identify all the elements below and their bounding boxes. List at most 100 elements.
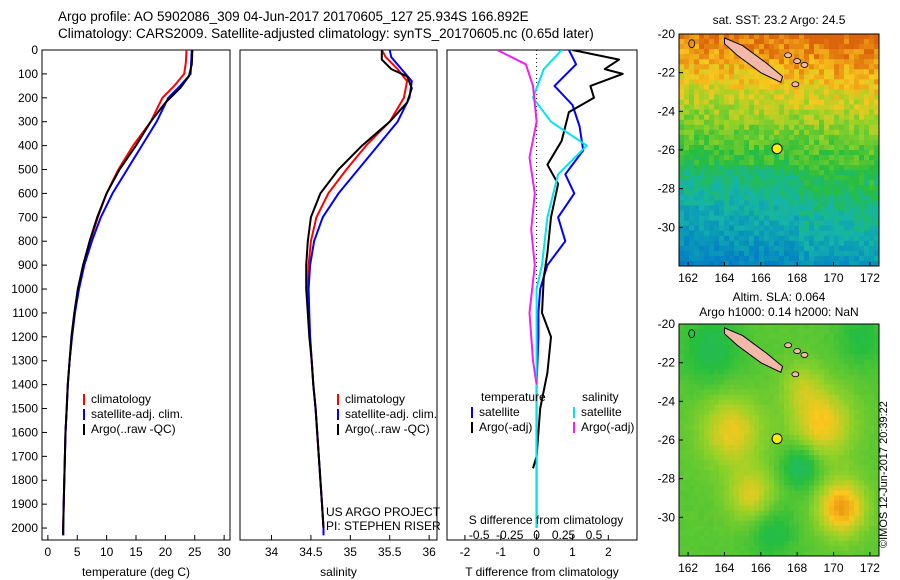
heatmap-cell (704, 124, 710, 131)
heatmap-cell (739, 129, 745, 136)
heatmap-cell (709, 460, 715, 466)
heatmap-cell (849, 525, 855, 532)
y-tick-label: 1500 (11, 402, 38, 416)
heatmap-cell (784, 359, 790, 365)
heatmap-cell (714, 210, 720, 217)
heatmap-cell (709, 205, 715, 212)
heatmap-cell (824, 485, 830, 492)
heatmap-cell (774, 384, 780, 391)
heatmap-cell (759, 220, 765, 227)
heatmap-cell (739, 79, 745, 86)
heatmap-cell (734, 240, 740, 247)
heatmap-cell (689, 404, 695, 411)
heatmap-cell (874, 384, 879, 391)
heatmap-cell (769, 59, 775, 65)
heatmap-cell (734, 150, 740, 156)
heatmap-cell (829, 205, 835, 212)
heatmap-cell (679, 409, 685, 416)
heatmap-cell (814, 495, 820, 502)
heatmap-cell (834, 114, 840, 121)
heatmap-cell (849, 200, 855, 207)
heatmap-cell (834, 500, 840, 507)
heatmap-cell (759, 500, 765, 507)
heatmap-cell (814, 200, 820, 207)
heatmap-cell (864, 359, 870, 365)
heatmap-cell (689, 419, 695, 426)
heatmap-cell (819, 409, 825, 416)
heatmap-cell (724, 500, 730, 507)
heatmap-cell (784, 200, 790, 207)
heatmap-cell (839, 485, 845, 492)
heatmap-cell (729, 109, 735, 116)
heatmap-cell (709, 339, 715, 345)
heatmap-cell (724, 339, 730, 345)
x-tick-label: -2 (460, 545, 471, 559)
heatmap-cell (789, 59, 795, 65)
heatmap-cell (759, 490, 765, 497)
heatmap-cell (684, 139, 690, 146)
heatmap-cell (854, 384, 860, 391)
heatmap-cell (679, 84, 685, 91)
heatmap-cell (819, 175, 825, 181)
heatmap-cell (779, 180, 785, 186)
heatmap-cell (689, 364, 695, 370)
heatmap-cell (809, 369, 815, 376)
heatmap-cell (799, 104, 805, 111)
heatmap-cell (719, 399, 725, 406)
heatmap-cell (779, 124, 785, 131)
heatmap-cell (809, 240, 815, 247)
heatmap-cell (854, 369, 860, 376)
heatmap-cell (789, 384, 795, 391)
heatmap-cell (704, 215, 710, 222)
heatmap-cell (684, 175, 690, 181)
heatmap-cell (684, 450, 690, 456)
heatmap-cell (679, 195, 685, 202)
heatmap-cell (864, 450, 870, 456)
heatmap-cell (764, 394, 770, 401)
heatmap-cell (769, 104, 775, 111)
heatmap-cell (814, 54, 820, 60)
heatmap-cell (734, 480, 740, 486)
heatmap-cell (754, 134, 760, 141)
heatmap-cell (814, 144, 820, 151)
y-tick-label: 900 (18, 258, 38, 272)
heatmap-cell (804, 374, 810, 381)
heatmap-cell (799, 399, 805, 406)
heatmap-cell (799, 185, 805, 191)
heatmap-cell (789, 520, 795, 527)
panel-salinity: 34 34.5 35 35.5 36salinityclimatologysatelli… (239, 49, 441, 579)
y-tick-label: -22 (658, 66, 676, 80)
heatmap-cell (679, 455, 685, 461)
heatmap-cell (824, 144, 830, 151)
heatmap-cell (834, 460, 840, 466)
heatmap-cell (729, 215, 735, 222)
heatmap-cell (859, 155, 865, 161)
heatmap-cell (719, 129, 725, 136)
heatmap-cell (749, 64, 755, 70)
heatmap-cell (834, 394, 840, 401)
heatmap-cell (764, 175, 770, 181)
heatmap-cell (739, 465, 745, 471)
heatmap-cell (744, 124, 750, 131)
heatmap-cell (704, 109, 710, 116)
heatmap-cell (739, 205, 745, 212)
heatmap-cell (769, 550, 775, 556)
heatmap-cell (819, 374, 825, 381)
heatmap-cell (714, 505, 720, 512)
heatmap-cell (854, 409, 860, 416)
heatmap-cell (849, 334, 855, 340)
heatmap-cell (719, 374, 725, 381)
heatmap-cell (779, 339, 785, 345)
heatmap-cell (749, 240, 755, 247)
heatmap-cell (849, 349, 855, 355)
heatmap-cell (684, 485, 690, 492)
heatmap-cell (854, 399, 860, 406)
heatmap-cell (769, 84, 775, 91)
heatmap-cell (829, 155, 835, 161)
heatmap-cell (794, 364, 800, 370)
heatmap-cell (684, 374, 690, 381)
heatmap-cell (809, 404, 815, 411)
heatmap-cell (689, 485, 695, 492)
heatmap-cell (734, 470, 740, 476)
heatmap-cell (804, 185, 810, 191)
